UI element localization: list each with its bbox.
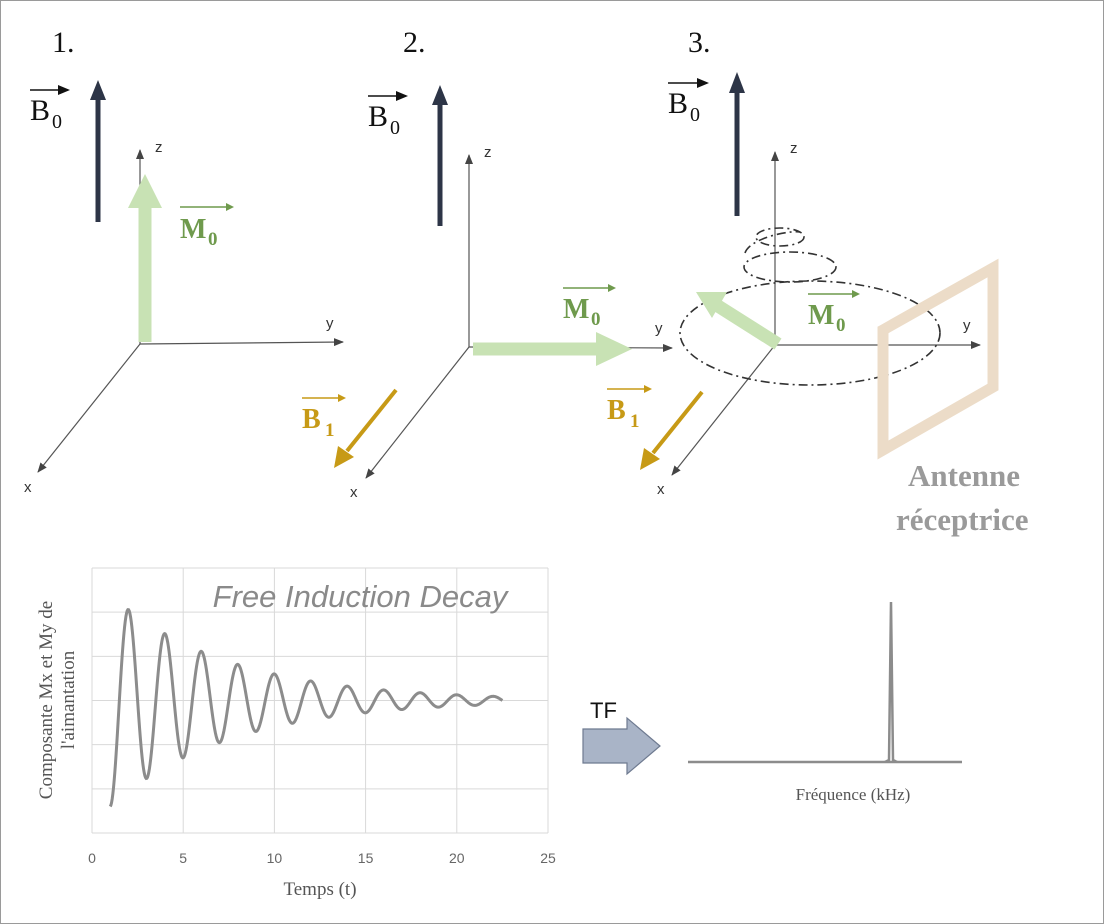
- fid-chart: 0 5 10 15 20 25 Free Induction Decay Temps (t…: [36, 567, 556, 900]
- b1-arrow-3: [640, 390, 704, 470]
- b0-subscript: 0: [390, 117, 400, 139]
- tf-label: TF: [590, 698, 617, 723]
- chart-title: Free Induction Decay: [213, 579, 510, 614]
- b0-letter: B: [668, 87, 688, 120]
- axis-y-label: y: [963, 317, 971, 334]
- m0-letter: M: [180, 214, 206, 245]
- receiver-antenna: [877, 258, 999, 460]
- b0-arrow-3: [729, 72, 745, 216]
- fid-signal-line: [108, 608, 504, 808]
- b1-letter: B: [302, 404, 321, 435]
- axis-y-label: y: [326, 315, 334, 332]
- b0-subscript: 0: [52, 111, 62, 133]
- b0-label-1: B 0: [30, 85, 70, 133]
- axis-x-label: x: [657, 481, 665, 498]
- step-number-3: 3.: [688, 26, 711, 59]
- b1-subscript: 1: [630, 411, 640, 432]
- y-axis-title: Composante Mx et My de l'aimantation: [36, 601, 79, 799]
- b1-label-2: B 1: [302, 394, 346, 441]
- x-tick-label: 0: [88, 850, 96, 866]
- b1-arrow-2: [334, 388, 398, 468]
- m0-arrow-1: [128, 174, 162, 342]
- axis-z-label: z: [790, 140, 798, 157]
- b0-letter: B: [30, 94, 50, 127]
- fid-grid: [91, 567, 549, 834]
- b1-subscript: 1: [325, 420, 335, 441]
- axis-z-label: z: [484, 144, 492, 161]
- spectrum-plot: Fréquence (kHz): [688, 601, 962, 804]
- b0-arrow-2: [432, 85, 448, 226]
- b0-subscript: 0: [690, 104, 700, 126]
- y-axis-title-line1: Composante Mx et My de: [36, 601, 57, 799]
- spectrum-peak: [884, 601, 898, 764]
- b0-label-2: B 0: [368, 91, 408, 139]
- b1-label-3: B 1: [607, 385, 652, 432]
- m0-subscript: 0: [208, 229, 218, 250]
- b1-letter: B: [607, 395, 626, 426]
- spectrum-x-label: Fréquence (kHz): [796, 785, 911, 804]
- m0-label-2: M 0: [563, 284, 616, 330]
- axis-y-label: y: [655, 320, 663, 337]
- x-axis-title: Temps (t): [283, 879, 356, 900]
- axis-z-label: z: [155, 139, 163, 156]
- fid-x-ticks: 0 5 10 15 20 25: [88, 850, 556, 866]
- m0-label-3: M 0: [808, 290, 860, 336]
- tf-arrow-icon: [582, 716, 661, 776]
- axes-1: z y x: [24, 139, 344, 496]
- m0-label-1: M 0: [180, 203, 234, 250]
- x-tick-label: 15: [358, 850, 374, 866]
- b0-arrow-1: [90, 80, 106, 222]
- m0-subscript: 0: [836, 315, 846, 336]
- m0-letter: M: [808, 300, 834, 331]
- axis-x-label: x: [24, 479, 32, 496]
- tf-transform: TF: [582, 698, 661, 776]
- y-axis-title-line2: l'aimantation: [58, 650, 79, 749]
- m0-arrow-3: [696, 292, 782, 350]
- precession-spiral: [679, 227, 941, 386]
- x-tick-label: 5: [179, 850, 187, 866]
- x-tick-label: 20: [449, 850, 465, 866]
- m0-arrow-2: [473, 332, 632, 366]
- x-tick-label: 10: [267, 850, 283, 866]
- antenna-label-line1: Antenne: [908, 458, 1020, 493]
- axes-2: z y x: [350, 144, 673, 501]
- b0-label-3: B 0: [668, 78, 709, 126]
- x-tick-label: 25: [540, 850, 556, 866]
- step-number-2: 2.: [403, 26, 426, 59]
- panel-1: 1. B 0 z y x M 0: [24, 26, 344, 496]
- m0-letter: M: [563, 294, 589, 325]
- step-number-1: 1.: [52, 26, 75, 59]
- antenna-label-line2: réceptrice: [896, 502, 1029, 537]
- panel-2: 2. B 0 z y x M 0: [302, 26, 673, 501]
- b0-letter: B: [368, 100, 388, 133]
- axis-x-label: x: [350, 484, 358, 501]
- panel-3: 3. B 0 z y x: [607, 26, 1029, 537]
- m0-subscript: 0: [591, 309, 601, 330]
